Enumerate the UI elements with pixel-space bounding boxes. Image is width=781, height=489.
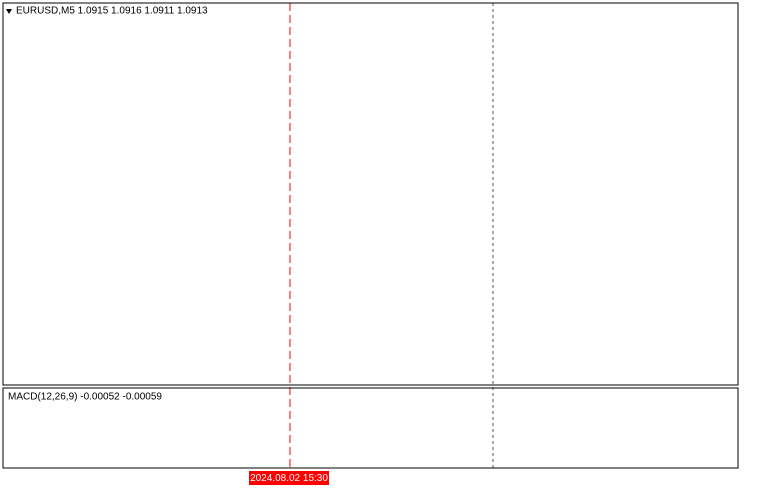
macd-title: MACD(12,26,9) -0.00052 -0.00059 — [8, 392, 162, 403]
cursor-label-box — [249, 471, 329, 485]
cursor-label: 2024.08.02 15:30 — [250, 473, 328, 484]
main-pane-frame — [2, 2, 739, 386]
macd-pane-frame — [2, 387, 739, 469]
chart-title: EURUSD,M5 1.0915 1.0916 1.0911 1.0913 — [16, 6, 208, 17]
menu-arrow[interactable] — [6, 9, 12, 14]
